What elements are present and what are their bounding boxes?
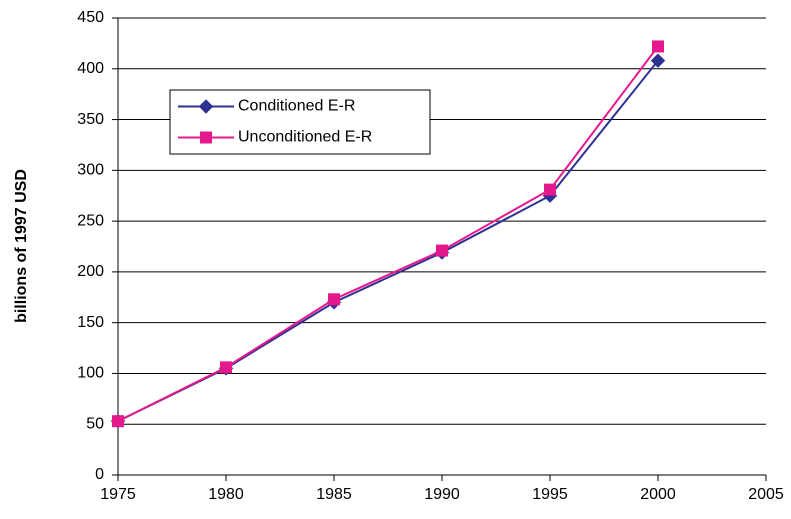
y-tick-label: 0	[95, 466, 104, 483]
data-point	[220, 361, 232, 374]
y-tick-label: 100	[77, 365, 104, 382]
x-tick-label: 1975	[100, 486, 136, 503]
x-tick-label: 1985	[316, 486, 352, 503]
legend-marker	[200, 131, 212, 144]
y-tick-label: 150	[77, 314, 104, 331]
x-tick-label: 1995	[532, 486, 568, 503]
y-tick-label: 200	[77, 263, 104, 280]
y-axis-title: billions of 1997 USD	[13, 169, 30, 323]
x-tick-label: 1980	[208, 486, 244, 503]
x-tick-label: 2000	[640, 486, 676, 503]
x-tick-label: 1990	[424, 486, 460, 503]
series-line	[117, 45, 659, 423]
legend-box	[169, 89, 431, 155]
y-tick-label: 300	[77, 162, 104, 179]
x-tick-label: 2005	[748, 486, 784, 503]
y-tick-label: 250	[77, 212, 104, 229]
data-point	[652, 40, 664, 53]
y-tick-label: 50	[86, 415, 104, 432]
data-point	[328, 293, 340, 306]
data-point	[112, 415, 124, 428]
y-tick-label: 350	[77, 111, 104, 128]
data-point	[544, 183, 556, 196]
data-point	[650, 53, 666, 68]
legend-label: Unconditioned E-R	[238, 129, 372, 146]
legend-marker	[198, 99, 214, 114]
y-tick-label: 450	[77, 9, 104, 26]
y-tick-label: 400	[77, 60, 104, 77]
legend-label: Conditioned E-R	[238, 98, 355, 115]
data-point	[436, 244, 448, 257]
